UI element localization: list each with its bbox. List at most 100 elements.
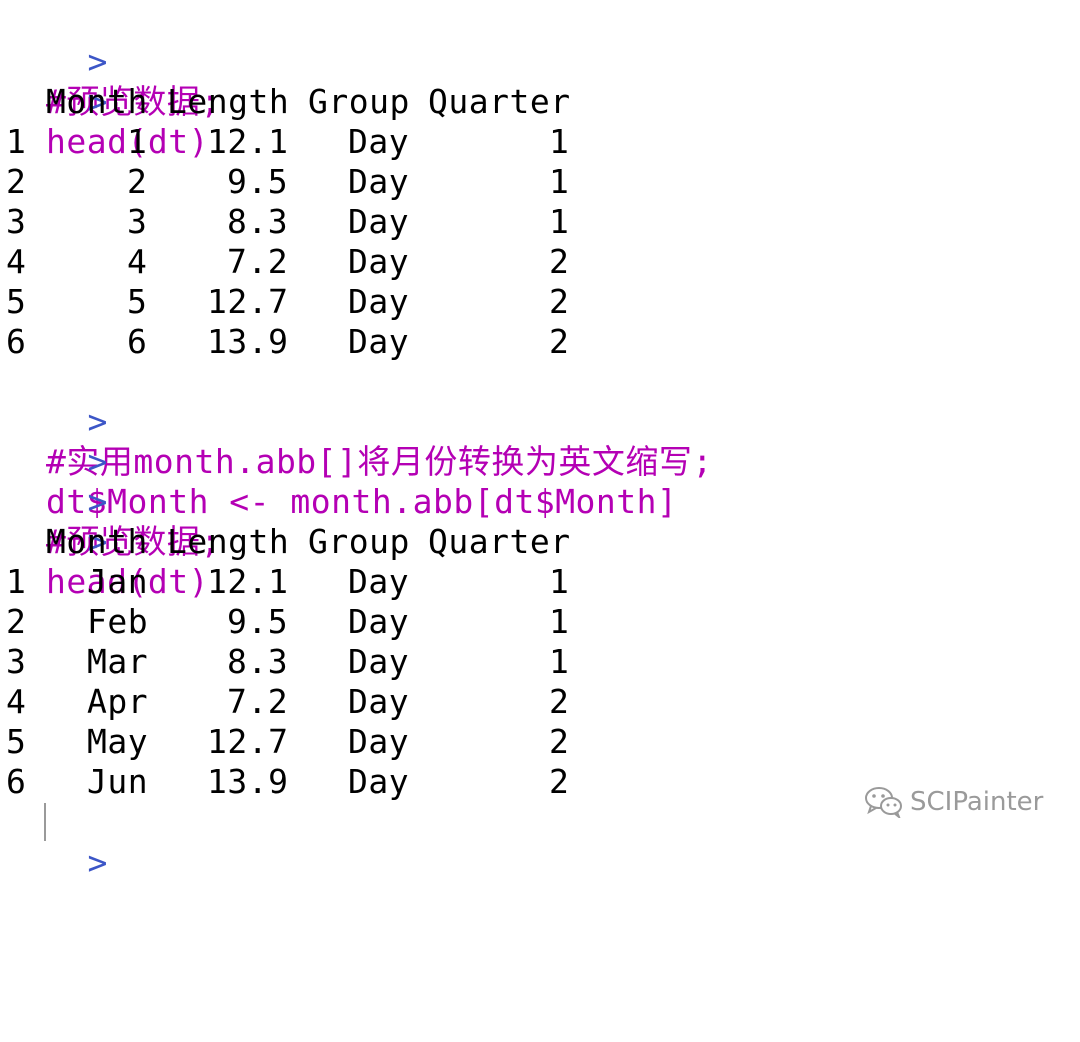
length-cell: 12.7 [207, 722, 289, 761]
length-cell: 12.1 [207, 562, 289, 601]
quarter-cell: 2 [549, 322, 570, 361]
table-row: 2 2 9.5 Day 1 [6, 162, 569, 202]
column-header-group: Group [308, 522, 410, 561]
month-cell: Jun [87, 762, 149, 801]
length-cell: 12.7 [207, 282, 289, 321]
prompt-symbol: > [87, 843, 108, 882]
group-cell: Day [348, 282, 410, 321]
column-header-quarter: Quarter [428, 522, 571, 561]
column-header-length: Length [167, 522, 290, 561]
length-cell: 7.2 [227, 682, 289, 721]
length-cell: 13.9 [207, 762, 289, 801]
r-console[interactable]: > #预览数据; > head(dt) Month Length Group Q… [0, 0, 1080, 882]
table-row: 5 5 12.7 Day 2 [6, 282, 569, 322]
row-index: 3 [6, 642, 27, 681]
text-cursor [44, 803, 46, 841]
command-line: > head(dt) [6, 42, 208, 161]
group-cell: Day [348, 602, 410, 641]
length-cell: 9.5 [227, 162, 289, 201]
month-cell: Feb [87, 602, 149, 641]
month-cell: 2 [127, 162, 148, 201]
table-row: 2 Feb 9.5 Day 1 [6, 602, 569, 642]
table-row: 1 1 12.1 Day 1 [6, 122, 569, 162]
group-cell: Day [348, 202, 410, 241]
group-cell: Day [348, 162, 410, 201]
column-header-month: Month [46, 82, 148, 121]
prompt-symbol: > [87, 442, 108, 481]
row-index: 5 [6, 282, 27, 321]
row-index: 3 [6, 202, 27, 241]
month-cell: May [87, 722, 149, 761]
table-row: 6 Jun 13.9 Day 2 [6, 762, 569, 802]
quarter-cell: 1 [549, 202, 570, 241]
wechat-icon [864, 786, 904, 818]
prompt-symbol: > [87, 482, 108, 521]
row-index: 6 [6, 322, 27, 361]
command-text: head(dt) [46, 122, 209, 161]
row-index: 1 [6, 562, 27, 601]
month-cell: 3 [127, 202, 148, 241]
quarter-cell: 2 [549, 282, 570, 321]
table-row: 1 Jan 12.1 Day 1 [6, 562, 569, 602]
month-cell: Apr [87, 682, 149, 721]
comment-text: #预览数据; [46, 82, 221, 121]
row-index: 1 [6, 122, 27, 161]
table-header-row: Month Length Group Quarter [6, 522, 570, 562]
quarter-cell: 1 [549, 122, 570, 161]
command-line: > head(dt) [6, 482, 208, 601]
group-cell: Day [348, 722, 410, 761]
table-row: 6 6 13.9 Day 2 [6, 322, 569, 362]
command-line: > #实用month.abb[]将月份转换为英文缩写; [6, 362, 712, 481]
row-index: 4 [6, 242, 27, 281]
quarter-cell: 2 [549, 242, 570, 281]
prompt-symbol: > [87, 402, 108, 441]
group-cell: Day [348, 682, 410, 721]
command-line: > dt$Month <- month.abb[dt$Month] [6, 402, 677, 521]
length-cell: 12.1 [207, 122, 289, 161]
prompt-symbol: > [87, 522, 108, 561]
column-header-quarter: Quarter [428, 82, 571, 121]
length-cell: 8.3 [227, 202, 289, 241]
month-cell: Mar [87, 642, 149, 681]
length-cell: 13.9 [207, 322, 289, 361]
group-cell: Day [348, 562, 410, 601]
month-cell: 4 [127, 242, 148, 281]
prompt-symbol: > [87, 82, 108, 121]
command-line: > #预览数据; [6, 2, 220, 121]
table-row: 3 3 8.3 Day 1 [6, 202, 569, 242]
quarter-cell: 2 [549, 722, 570, 761]
prompt-symbol: > [87, 42, 108, 81]
group-cell: Day [348, 762, 410, 801]
quarter-cell: 2 [549, 682, 570, 721]
row-index: 2 [6, 602, 27, 641]
group-cell: Day [348, 122, 410, 161]
command-text: dt$Month <- month.abb[dt$Month] [46, 482, 678, 521]
month-cell: 1 [127, 122, 148, 161]
group-cell: Day [348, 322, 410, 361]
input-line[interactable]: > [6, 803, 108, 882]
row-index: 6 [6, 762, 27, 801]
group-cell: Day [348, 642, 410, 681]
comment-text: #预览数据; [46, 522, 221, 561]
column-header-month: Month [46, 522, 148, 561]
table-row: 4 4 7.2 Day 2 [6, 242, 569, 282]
column-header-length: Length [167, 82, 290, 121]
comment-text: #实用month.abb[]将月份转换为英文缩写; [46, 442, 713, 481]
table-header-row: Month Length Group Quarter [6, 82, 570, 122]
table-row: 5 May 12.7 Day 2 [6, 722, 569, 762]
quarter-cell: 1 [549, 602, 570, 641]
month-cell: 5 [127, 282, 148, 321]
column-header-group: Group [308, 82, 410, 121]
command-line: > #预览数据; [6, 442, 220, 561]
length-cell: 7.2 [227, 242, 289, 281]
row-index: 4 [6, 682, 27, 721]
quarter-cell: 1 [549, 562, 570, 601]
month-cell: 6 [127, 322, 148, 361]
watermark-text: SCIPainter [910, 787, 1044, 817]
group-cell: Day [348, 242, 410, 281]
quarter-cell: 1 [549, 162, 570, 201]
watermark: SCIPainter [864, 784, 1043, 820]
length-cell: 9.5 [227, 602, 289, 641]
quarter-cell: 1 [549, 642, 570, 681]
command-text: head(dt) [46, 562, 209, 601]
